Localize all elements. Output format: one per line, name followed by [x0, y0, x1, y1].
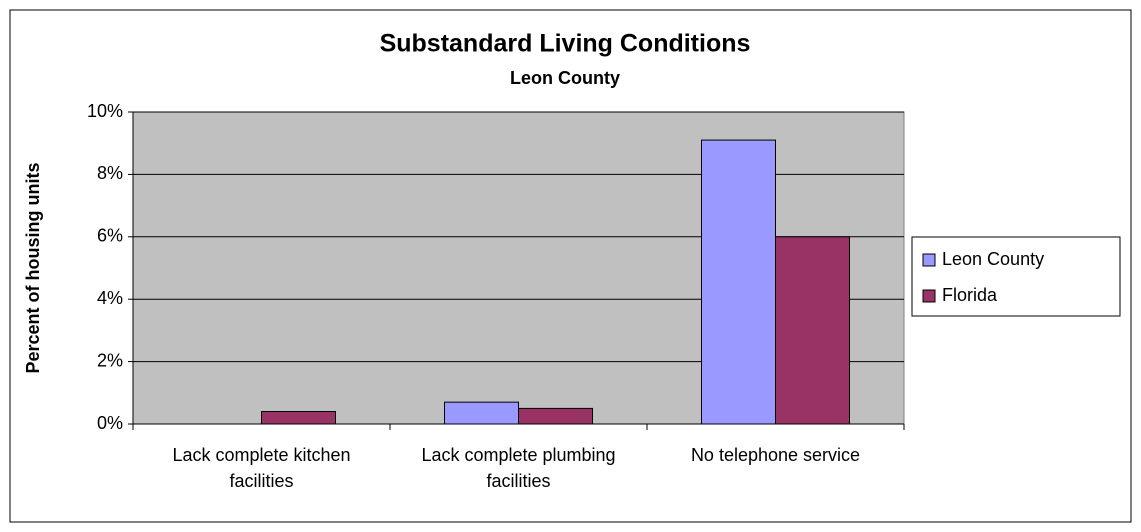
y-tick-label: 2% [97, 350, 123, 370]
bar [518, 407, 593, 425]
legend-swatch [922, 289, 936, 303]
chart-title: Substandard Living Conditions [380, 30, 751, 58]
x-tick-label: No telephone service [690, 445, 861, 465]
y-tick-label: 10% [87, 101, 123, 121]
y-tick-label: 4% [97, 288, 123, 308]
y-axis-label: Percent of housing units [23, 162, 43, 373]
bar [261, 411, 336, 425]
legend-label: Florida [942, 285, 998, 305]
bar [444, 401, 519, 425]
legend-label: Leon County [942, 249, 1044, 269]
x-tick-label: Lack complete plumbing facilities [421, 445, 616, 491]
bar [701, 139, 776, 425]
bar [775, 236, 850, 425]
legend-swatch [922, 253, 936, 267]
legend-box [911, 236, 1121, 317]
y-tick-label: 6% [97, 226, 123, 246]
y-tick-label: 8% [97, 163, 123, 183]
x-tick-label: Lack complete kitchen facilities [172, 445, 351, 491]
chart-subtitle: Leon County [510, 68, 620, 88]
y-tick-label: 0% [97, 413, 123, 433]
